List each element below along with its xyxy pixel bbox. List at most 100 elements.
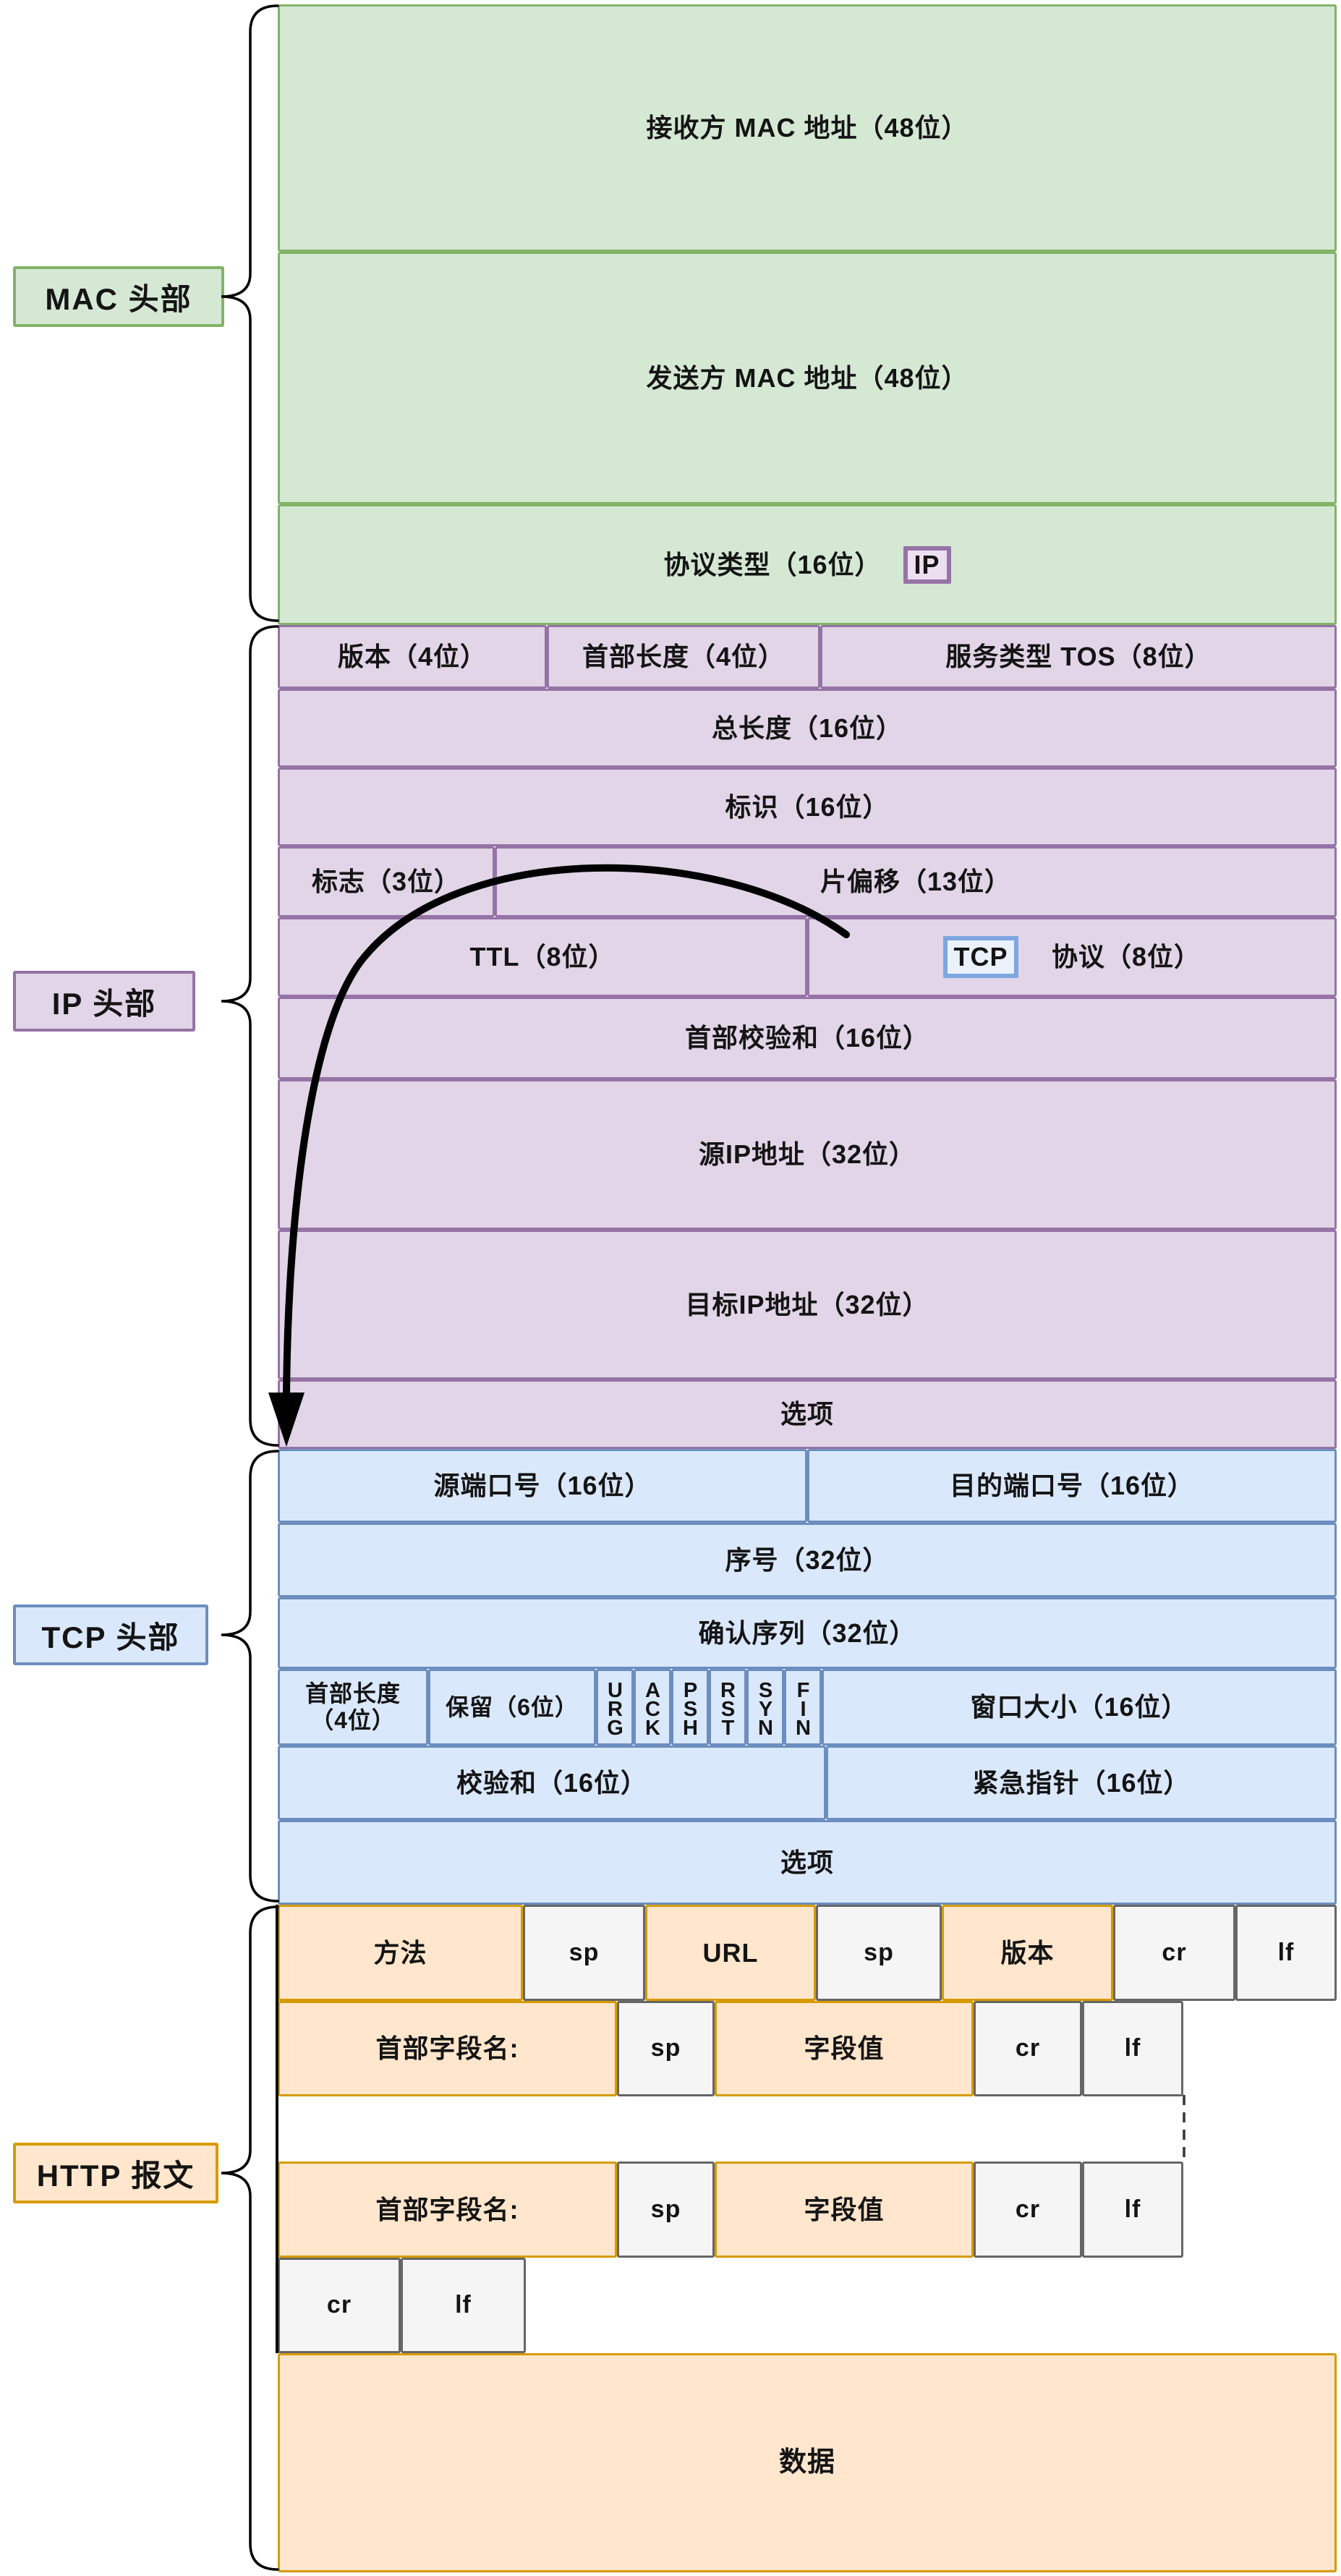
ip-brace: [221, 625, 279, 1447]
field-tcp-header-len-line1: 首部长度: [305, 1680, 401, 1707]
field-tcp-options: 选项: [278, 1820, 1337, 1905]
http-sp2-cell: sp: [816, 1905, 942, 2001]
http-blank-lf-cell: lf: [401, 2258, 526, 2353]
http-message-label-text: HTTP 报文: [36, 2158, 195, 2193]
http-header-name-cell: 首部字段名:: [278, 2001, 617, 2096]
field-ip-options: 选项: [278, 1380, 1337, 1449]
http-sp1-cell: sp: [523, 1905, 645, 2001]
field-tcp-window-text: 窗口大小（16位）: [970, 1692, 1188, 1722]
field-tcp-flag-ack: ACK: [634, 1669, 671, 1746]
ethertype-ip-badge-text: IP: [914, 549, 940, 579]
http-method-cell: 方法: [278, 1905, 523, 2001]
field-ip-total-length-text: 总长度（16位）: [711, 713, 903, 743]
http-message-label: HTTP 报文: [13, 2143, 218, 2203]
field-tcp-header-len: 首部长度 （4位）: [278, 1669, 428, 1746]
http-header-lf-cell: lf: [1082, 2001, 1183, 2096]
field-tcp-flag-fin-text: FIN: [791, 1679, 815, 1735]
field-tcp-urgent-text: 紧急指针（16位）: [972, 1767, 1191, 1798]
field-ip-total-length: 总长度（16位）: [278, 689, 1337, 768]
http-blank-lf-text: lf: [455, 2291, 472, 2319]
tcp-brace: [221, 1450, 279, 1903]
http-method-text: 方法: [373, 1937, 427, 1968]
http-header-sp-text: sp: [650, 2195, 681, 2223]
field-ethertype-text: 协议类型（16位）: [663, 549, 882, 579]
field-tcp-dst-port: 目的端口号（16位）: [807, 1449, 1337, 1523]
field-tcp-flag-urg: URG: [596, 1669, 634, 1746]
field-ip-ttl-text: TTL（8位）: [469, 942, 616, 972]
ip-header-label: IP 头部: [13, 971, 195, 1032]
field-ip-version: 版本（4位）: [278, 625, 547, 689]
http-header-lf-cell: lf: [1082, 2161, 1183, 2258]
field-tcp-flag-ack-text: ACK: [641, 1679, 665, 1735]
http-header-cr-text: cr: [1015, 2195, 1041, 2223]
field-tcp-urgent: 紧急指针（16位）: [826, 1746, 1337, 1820]
http-body-text: 数据: [778, 2447, 835, 2478]
field-tcp-flag-rst-text: RST: [716, 1679, 740, 1735]
http-lf1-cell: lf: [1235, 1905, 1337, 2001]
field-ip-header-checksum-text: 首部校验和（16位）: [684, 1023, 930, 1053]
field-ip-fragment-offset-text: 片偏移（13位）: [820, 867, 1012, 897]
http-url-cell: URL: [645, 1905, 816, 2001]
mac-header-label: MAC 头部: [13, 266, 224, 327]
field-tcp-ack-text: 确认序列（32位）: [698, 1618, 916, 1648]
http-cr1-text: cr: [1162, 1938, 1187, 1966]
http-header-sp-cell: sp: [617, 2161, 715, 2258]
field-ip-flags: 标志（3位）: [278, 846, 495, 917]
http-header-name-text: 首部字段名:: [375, 2194, 519, 2224]
field-ip-identification-text: 标识（16位）: [725, 791, 890, 822]
http-brace: [221, 1905, 279, 2571]
field-tcp-window: 窗口大小（16位）: [822, 1669, 1337, 1746]
field-tcp-reserved: 保留（6位）: [428, 1669, 596, 1746]
field-ip-src-addr: 源IP地址（32位）: [278, 1079, 1337, 1230]
http-version-text: 版本: [1000, 1937, 1055, 1968]
http-lf1-text: lf: [1277, 1938, 1295, 1966]
ethertype-ip-badge: IP: [903, 545, 951, 584]
field-ip-flags-text: 标志（3位）: [311, 867, 461, 897]
field-tcp-reserved-text: 保留（6位）: [446, 1693, 579, 1720]
http-blank-cr-cell: cr: [278, 2258, 401, 2353]
field-ip-ttl: TTL（8位）: [278, 917, 807, 997]
ip-header-label-text: IP 头部: [51, 986, 157, 1021]
field-ip-protocol: TCP 协议（8位）: [807, 917, 1337, 997]
field-ethertype: 协议类型（16位） IP: [278, 504, 1337, 625]
field-tcp-checksum-text: 校验和（16位）: [456, 1767, 648, 1798]
http-header-cr-text: cr: [1015, 2034, 1041, 2062]
field-src-mac: 发送方 MAC 地址（48位）: [278, 252, 1337, 504]
field-tcp-flag-urg-text: URG: [603, 1679, 627, 1735]
field-dst-mac: 接收方 MAC 地址（48位）: [278, 4, 1337, 252]
field-ip-ihl-text: 首部长度（4位）: [582, 642, 786, 672]
field-tcp-header-len-line2: （4位）: [310, 1707, 396, 1733]
field-tcp-flag-rst: RST: [709, 1669, 746, 1746]
field-ip-version-text: 版本（4位）: [337, 642, 488, 672]
field-ip-identification: 标识（16位）: [278, 768, 1337, 846]
field-ip-options-text: 选项: [780, 1399, 834, 1429]
field-ip-src-addr-text: 源IP地址（32位）: [698, 1139, 916, 1170]
http-header-lf-text: lf: [1124, 2034, 1141, 2062]
field-tcp-src-port-text: 源端口号（16位）: [433, 1471, 652, 1501]
field-ip-tos: 服务类型 TOS（8位）: [820, 625, 1337, 689]
http-header-cr-cell: cr: [974, 2161, 1082, 2258]
field-tcp-flag-psh: PSH: [671, 1669, 709, 1746]
field-dst-mac-text: 接收方 MAC 地址（48位）: [646, 113, 968, 143]
protocol-tcp-badge: TCP: [942, 936, 1018, 978]
http-sp1-text: sp: [569, 1938, 600, 1966]
http-body-cell: 数据: [278, 2353, 1337, 2572]
field-tcp-flag-syn-text: SYN: [754, 1679, 778, 1735]
tcp-header-label: TCP 头部: [13, 1604, 208, 1665]
http-blank-cr-text: cr: [326, 2291, 352, 2319]
field-src-mac-text: 发送方 MAC 地址（48位）: [646, 362, 968, 393]
field-ip-protocol-text: 协议（8位）: [1051, 942, 1201, 972]
field-tcp-src-port: 源端口号（16位）: [278, 1449, 807, 1523]
field-ip-dst-addr: 目标IP地址（32位）: [278, 1230, 1337, 1380]
field-tcp-options-text: 选项: [780, 1847, 834, 1877]
http-header-sp-text: sp: [650, 2034, 681, 2062]
field-tcp-checksum: 校验和（16位）: [278, 1746, 826, 1820]
http-header-cr-cell: cr: [974, 2001, 1082, 2096]
http-cr1-cell: cr: [1113, 1905, 1235, 2001]
field-tcp-flag-fin: FIN: [784, 1669, 822, 1746]
http-header-name-cell: 首部字段名:: [278, 2161, 617, 2258]
field-tcp-seq: 序号（32位）: [278, 1523, 1337, 1597]
field-tcp-flag-syn: SYN: [746, 1669, 784, 1746]
field-ip-ihl: 首部长度（4位）: [547, 625, 820, 689]
